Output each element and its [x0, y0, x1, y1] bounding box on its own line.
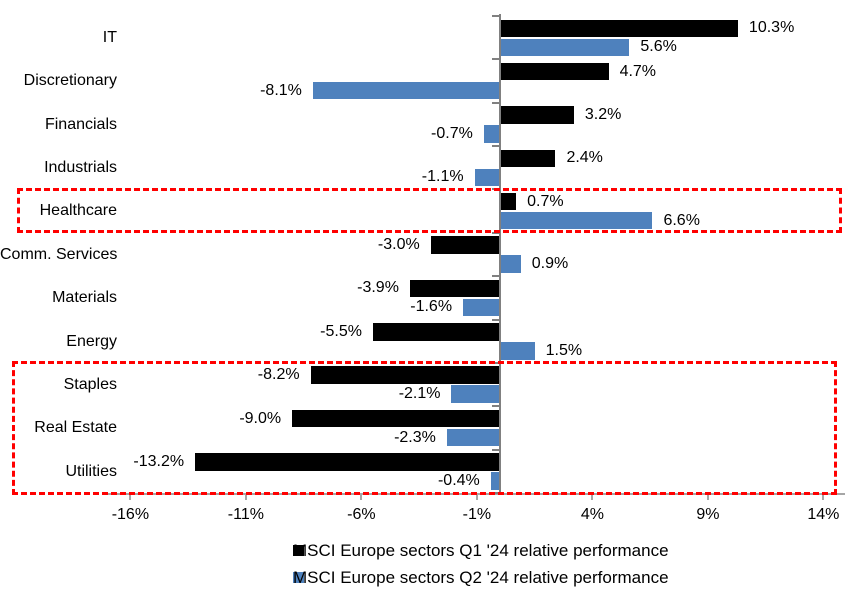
bar-q2 [474, 168, 500, 187]
x-axis-tick-label: -6% [347, 506, 376, 523]
bar-q2 [490, 472, 500, 490]
value-label: 5.6% [640, 38, 677, 56]
value-label: -0.4% [437, 471, 480, 489]
x-axis-tick [129, 493, 132, 500]
category-label-discretionary: Discretionary [23, 72, 117, 90]
bar-q1 [372, 323, 500, 341]
value-label: -9.0% [239, 409, 282, 427]
value-label: -8.2% [257, 366, 300, 384]
bar-q1 [500, 149, 556, 168]
x-axis-tick-label: 4% [580, 506, 604, 523]
x-axis-tick [244, 493, 247, 500]
category-boundary-tick [492, 448, 500, 451]
bar-q2 [500, 255, 521, 273]
x-axis-tick-label: -16% [111, 506, 150, 523]
value-label: -3.9% [357, 279, 399, 297]
bar-q2 [483, 125, 500, 143]
bar-q1 [500, 192, 517, 211]
value-label: 2.4% [566, 149, 603, 167]
category-boundary-tick [492, 101, 500, 104]
value-label: 1.5% [545, 341, 583, 359]
bar-q2 [312, 81, 500, 100]
value-label: 0.7% [527, 192, 564, 210]
x-axis-tick [475, 493, 478, 500]
bar-q1 [195, 453, 500, 471]
x-axis-tick [360, 493, 363, 500]
category-label-healthcare: Healthcare [39, 202, 117, 220]
category-boundary-tick [492, 15, 500, 17]
value-label: -0.7% [431, 124, 473, 142]
value-label: -5.5% [320, 322, 362, 340]
legend-label: MSCI Europe sectors Q2 '24 relative perf… [293, 567, 669, 587]
category-boundary-tick [492, 58, 500, 61]
category-boundary-tick [492, 275, 500, 278]
bar-q1 [310, 366, 500, 384]
category-label-energy: Energy [66, 332, 117, 350]
legend-swatch-q2-icon [293, 572, 304, 583]
category-label-financials: Financials [44, 115, 117, 133]
category-label-utilities: Utilities [65, 462, 117, 480]
bar-q1 [500, 106, 574, 124]
category-boundary-tick [492, 145, 500, 148]
bar-q1 [430, 236, 500, 254]
legend-label: MSCI Europe sectors Q1 '24 relative perf… [293, 540, 669, 560]
y-axis-line [499, 14, 501, 493]
bar-q1 [500, 19, 738, 37]
x-axis-tick-label: 9% [696, 506, 720, 523]
x-axis-tick [822, 493, 825, 500]
value-label: 3.2% [584, 105, 622, 123]
category-label-it: IT [102, 29, 117, 46]
value-label: -2.3% [394, 428, 436, 446]
legend-item-q2: MSCI Europe sectors Q2 '24 relative perf… [293, 564, 669, 591]
value-label: -3.0% [377, 236, 420, 254]
bar-q2 [500, 38, 630, 56]
category-label-industrials: Industrials [44, 159, 117, 177]
legend-item-q1: MSCI Europe sectors Q1 '24 relative perf… [293, 537, 669, 564]
bar-q2 [463, 298, 500, 317]
value-label: -2.1% [398, 385, 441, 403]
bar-q1 [292, 409, 500, 428]
x-axis-tick-label: -11% [227, 506, 264, 523]
legend: MSCI Europe sectors Q1 '24 relative perf… [293, 537, 669, 591]
bar-q1 [500, 62, 609, 81]
category-label-comm-services: Comm. Services [0, 245, 118, 263]
category-label-real-estate: Real Estate [34, 419, 117, 437]
x-axis-tick [706, 493, 709, 500]
category-label-staples: Staples [63, 375, 117, 393]
highlight-box-healthcare [17, 187, 842, 234]
bar-q2 [451, 385, 500, 403]
x-axis-tick [591, 493, 594, 500]
value-label: -1.6% [410, 298, 453, 316]
bar-q2 [500, 211, 653, 230]
legend-swatch-q1-icon [293, 545, 304, 556]
x-axis-tick-label: -1% [462, 506, 492, 523]
bar-q2 [446, 428, 500, 447]
category-boundary-tick [492, 405, 500, 408]
bar-q2 [500, 342, 535, 360]
value-label: -1.1% [421, 168, 464, 186]
value-label: -13.2% [133, 452, 185, 470]
bar-q1 [409, 279, 500, 298]
highlight-box-staples [12, 361, 837, 495]
category-boundary-tick [492, 318, 500, 321]
value-label: -8.1% [260, 81, 302, 99]
value-label: 6.6% [663, 211, 700, 229]
x-axis-tick-label: 14% [807, 506, 840, 523]
value-label: 0.9% [531, 255, 569, 273]
category-label-materials: Materials [52, 289, 117, 307]
value-label: 4.7% [619, 62, 657, 80]
value-label: 10.3% [748, 19, 795, 37]
